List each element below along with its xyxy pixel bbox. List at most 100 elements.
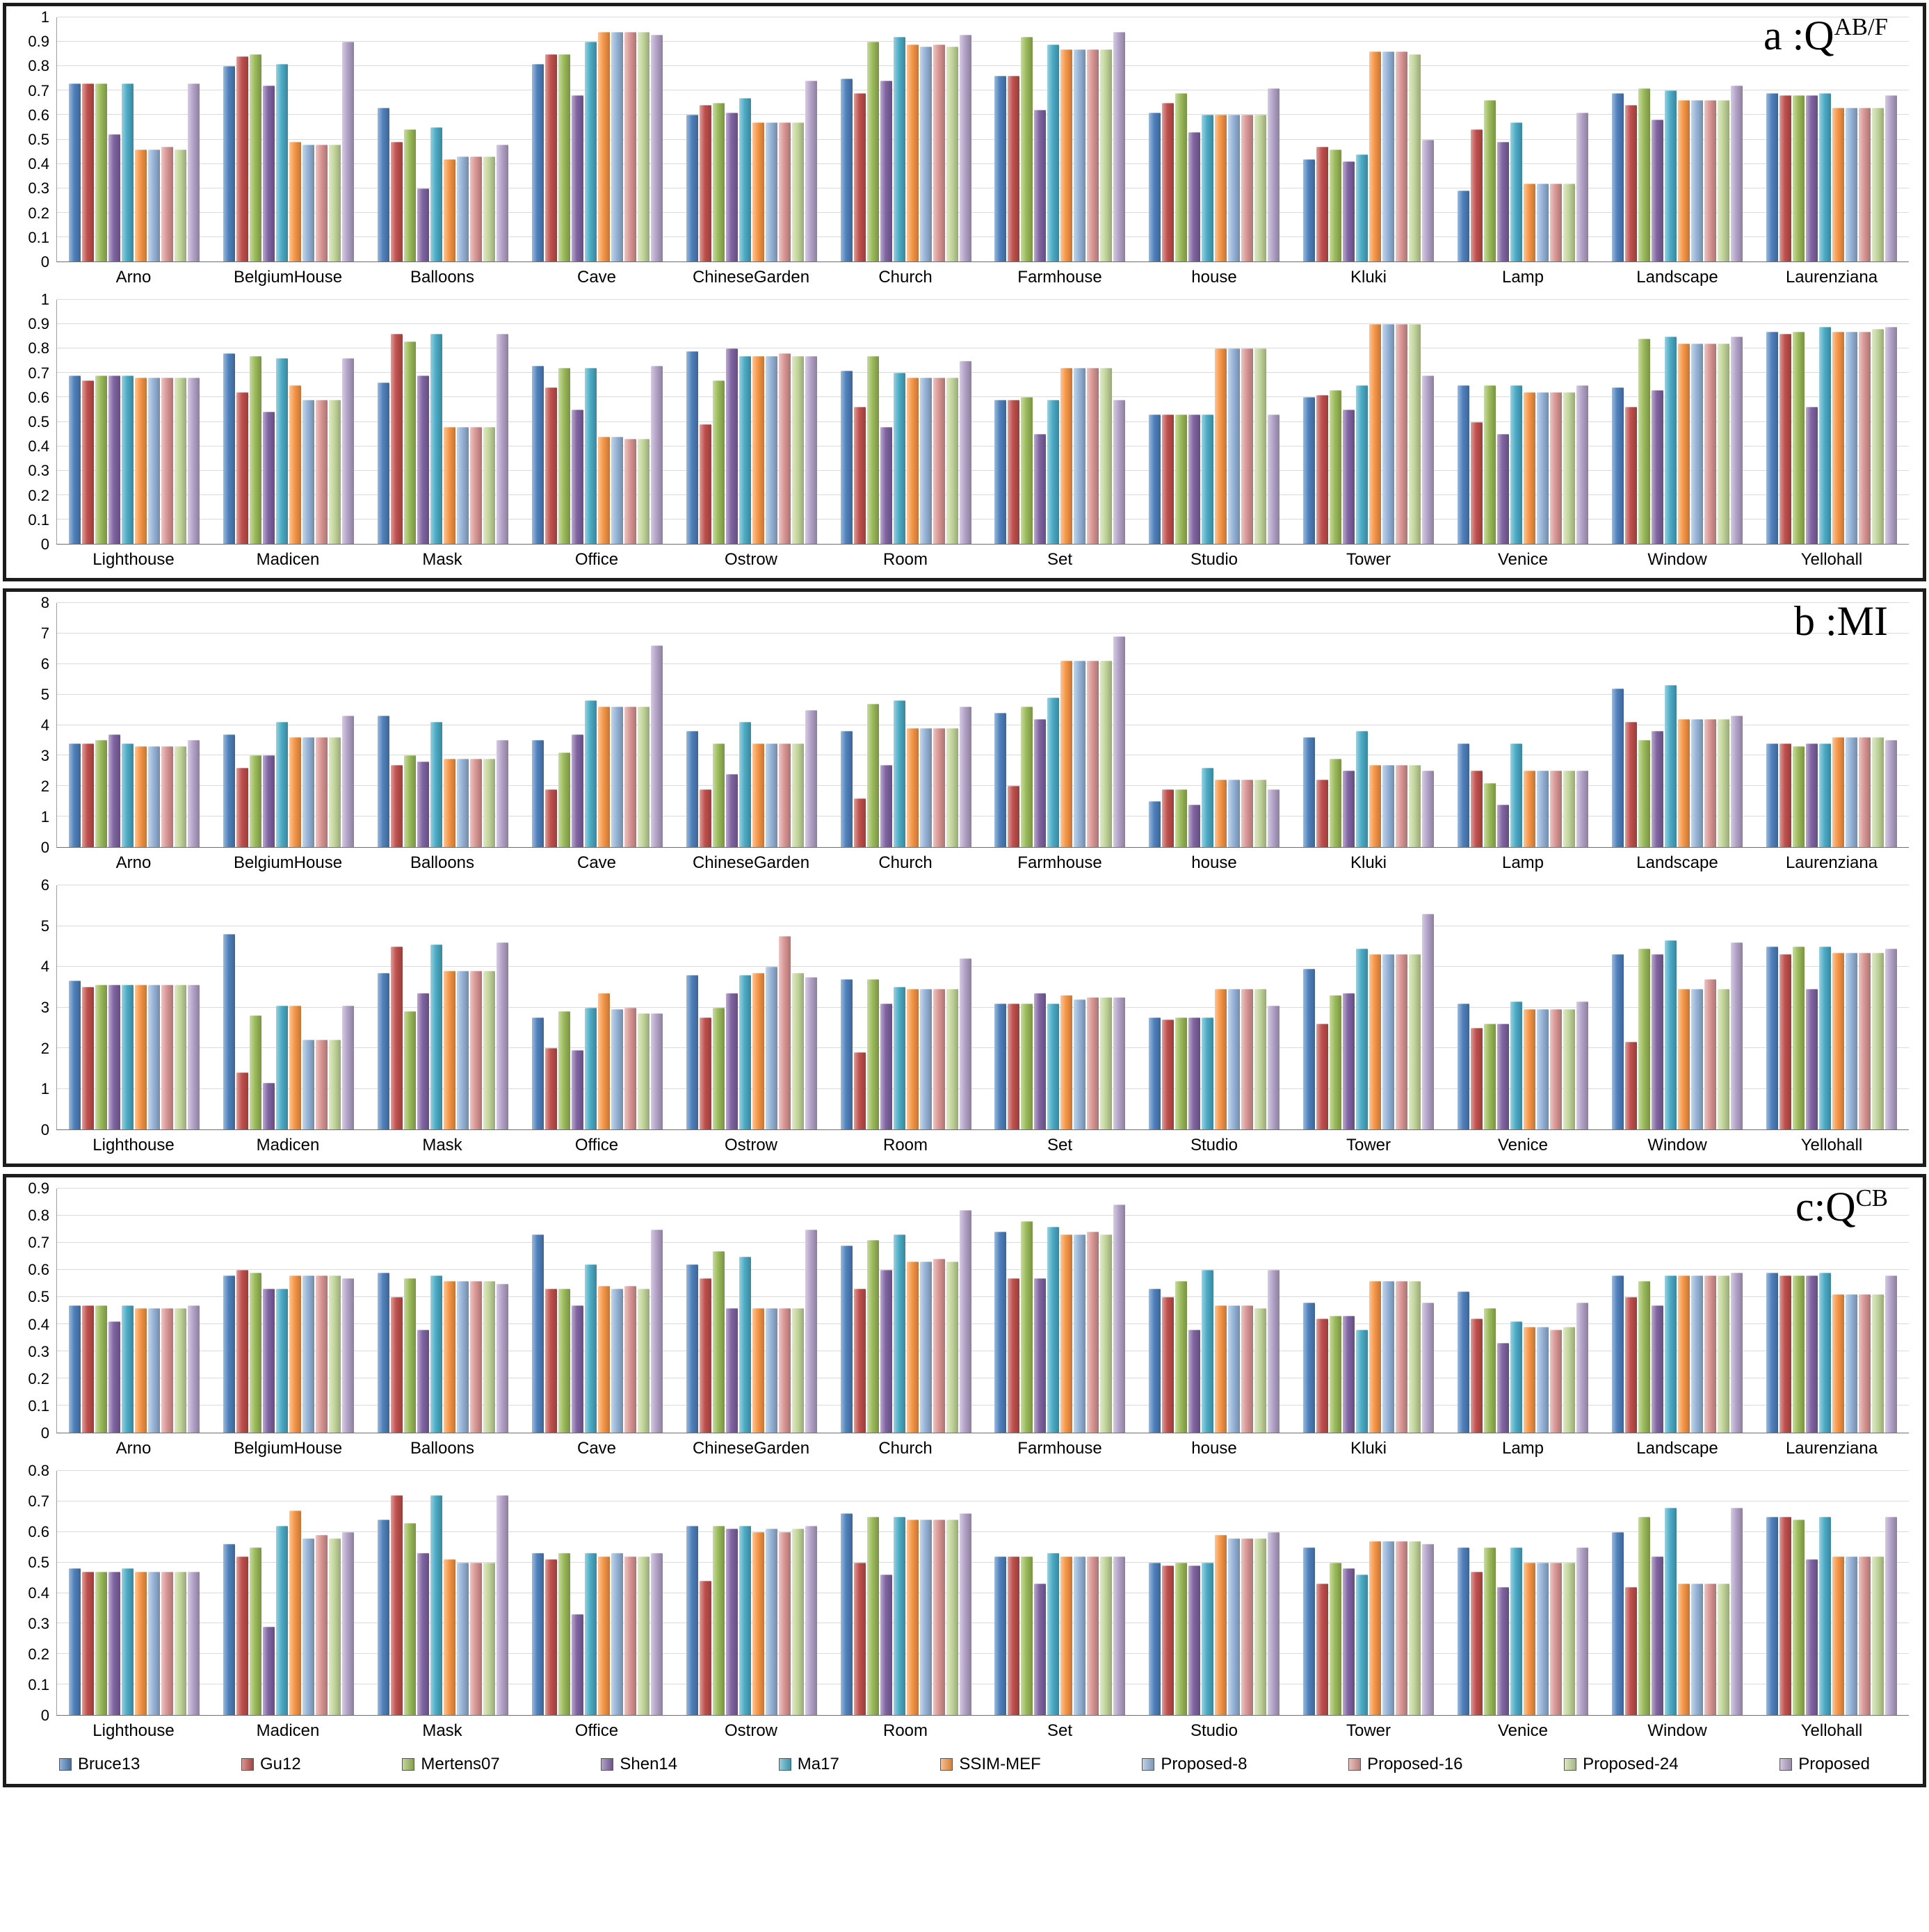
bar-Proposed-16 xyxy=(161,985,173,1129)
y-tick-label: 0.7 xyxy=(28,1234,49,1252)
y-axis: 0 0.1 0.2 0.3 0.4 0.5 0.6 0.7 0.8 xyxy=(15,1463,56,1723)
bar-Bruce13 xyxy=(1766,1516,1779,1715)
bar-Proposed-16 xyxy=(1550,1009,1563,1129)
y-tick-label: 0.3 xyxy=(28,462,49,480)
bar-Mertens07 xyxy=(1330,995,1342,1129)
bar-Mertens07 xyxy=(558,1289,570,1433)
bar-Bruce13 xyxy=(1149,1017,1161,1129)
bar-Proposed-16 xyxy=(1550,392,1563,544)
bar-groups xyxy=(57,17,1909,261)
bar-Proposed-8 xyxy=(147,746,160,847)
bar-Ma17 xyxy=(738,974,751,1129)
bar-Proposed-24 xyxy=(1872,1294,1884,1433)
bar-Proposed xyxy=(1268,789,1280,847)
bar-SSIM-MEF xyxy=(1215,780,1227,847)
y-tick-label: 2 xyxy=(40,1039,49,1057)
bar-Proposed-8 xyxy=(302,399,314,544)
bar-Proposed-8 xyxy=(919,989,932,1129)
bar-Proposed-24 xyxy=(1409,764,1421,847)
bar-Shen14 xyxy=(417,1329,429,1433)
bar-Bruce13 xyxy=(1149,1289,1161,1433)
legend: Bruce13 Gu12 Mertens07 Shen14 Ma17 SSIM-MEF Pr… xyxy=(10,1748,1919,1782)
bar-group-Room xyxy=(829,885,983,1129)
x-category-label: Landscape xyxy=(1636,268,1718,287)
bar-Proposed xyxy=(1576,771,1589,847)
bar-Bruce13 xyxy=(1612,1531,1624,1715)
y-tick-label: 0.5 xyxy=(28,1288,49,1306)
bar-Bruce13 xyxy=(1458,1291,1470,1433)
x-category-label: Mask xyxy=(422,1136,462,1154)
legend-label: Shen14 xyxy=(620,1755,678,1773)
bar-Proposed-8 xyxy=(1228,348,1241,544)
bar-Gu12 xyxy=(1625,105,1638,261)
bar-Ma17 xyxy=(893,700,905,847)
bar-Bruce13 xyxy=(531,63,544,261)
bar-Bruce13 xyxy=(377,1272,389,1433)
bar-Ma17 xyxy=(1356,1575,1369,1715)
bar-Ma17 xyxy=(1202,115,1214,261)
bar-SSIM-MEF xyxy=(1524,183,1536,261)
bar-Proposed-8 xyxy=(1228,1538,1241,1715)
bar-Ma17 xyxy=(1510,1001,1523,1129)
bar-Mertens07 xyxy=(249,1547,261,1715)
bar-Proposed-16 xyxy=(933,1520,945,1715)
bar-group-Farmhouse xyxy=(983,603,1138,847)
x-category-label: Mask xyxy=(422,550,462,569)
bar-Mertens07 xyxy=(403,1011,416,1129)
gridline xyxy=(57,372,1909,373)
bar-Gu12 xyxy=(390,764,403,847)
bar-Shen14 xyxy=(108,375,120,544)
bar-Proposed-24 xyxy=(791,972,804,1129)
plot-region xyxy=(56,1470,1909,1716)
bar-Bruce13 xyxy=(840,1245,853,1433)
bar-Bruce13 xyxy=(68,743,81,847)
bar-Mertens07 xyxy=(558,1553,570,1715)
y-tick-label: 0.8 xyxy=(28,57,49,75)
bar-Proposed-24 xyxy=(1718,1275,1730,1433)
bar-group-Church xyxy=(829,603,983,847)
bar-Gu12 xyxy=(853,1052,866,1129)
bar-Proposed-24 xyxy=(1100,1234,1113,1433)
bar-Gu12 xyxy=(544,54,557,261)
plot-region xyxy=(56,299,1909,545)
x-category-label: Lighthouse xyxy=(92,1721,175,1740)
bar-Proposed xyxy=(1268,1270,1280,1433)
bar-Proposed-24 xyxy=(637,1289,649,1433)
bar-Proposed xyxy=(1885,326,1898,544)
bar-Proposed xyxy=(650,645,663,847)
legend-swatch xyxy=(1142,1758,1155,1771)
bar-Shen14 xyxy=(1188,1329,1201,1433)
legend-item-Ma17: Ma17 xyxy=(778,1755,839,1774)
bar-group-house xyxy=(1137,17,1291,261)
bar-Ma17 xyxy=(738,97,751,261)
bar-Proposed-24 xyxy=(1718,989,1730,1129)
bar-Mertens07 xyxy=(712,1250,725,1433)
bar-Proposed-16 xyxy=(933,1259,945,1433)
bar-Shen14 xyxy=(1343,409,1355,544)
bar-Bruce13 xyxy=(1458,385,1470,544)
bar-Proposed xyxy=(1576,385,1589,544)
bar-Ma17 xyxy=(121,83,134,261)
bar-SSIM-MEF xyxy=(134,378,147,544)
y-axis: 0 1 2 3 4 5 6 7 8 xyxy=(15,595,56,855)
bar-Proposed-16 xyxy=(1859,952,1871,1129)
y-tick-label: 0.8 xyxy=(28,1462,49,1479)
bar-Ma17 xyxy=(1819,326,1832,544)
bar-Proposed-24 xyxy=(946,1520,958,1715)
bar-SSIM-MEF xyxy=(906,44,919,261)
bar-Bruce13 xyxy=(1766,743,1779,847)
bar-Gu12 xyxy=(699,105,711,261)
bar-Proposed-24 xyxy=(1872,737,1884,847)
bar-Shen14 xyxy=(1806,1559,1818,1715)
x-category-label: Landscape xyxy=(1636,853,1718,872)
bar-Shen14 xyxy=(1652,389,1664,544)
bar-Proposed xyxy=(1268,1005,1280,1129)
y-tick-label: 0.3 xyxy=(28,1615,49,1632)
bar-Ma17 xyxy=(584,1553,597,1715)
bar-Ma17 xyxy=(1665,1507,1677,1715)
bar-Bruce13 xyxy=(377,716,389,847)
bar-Proposed xyxy=(1113,997,1126,1129)
bar-Mertens07 xyxy=(1484,385,1496,544)
x-category-label: ChineseGarden xyxy=(692,268,810,287)
bar-Gu12 xyxy=(1008,786,1020,847)
